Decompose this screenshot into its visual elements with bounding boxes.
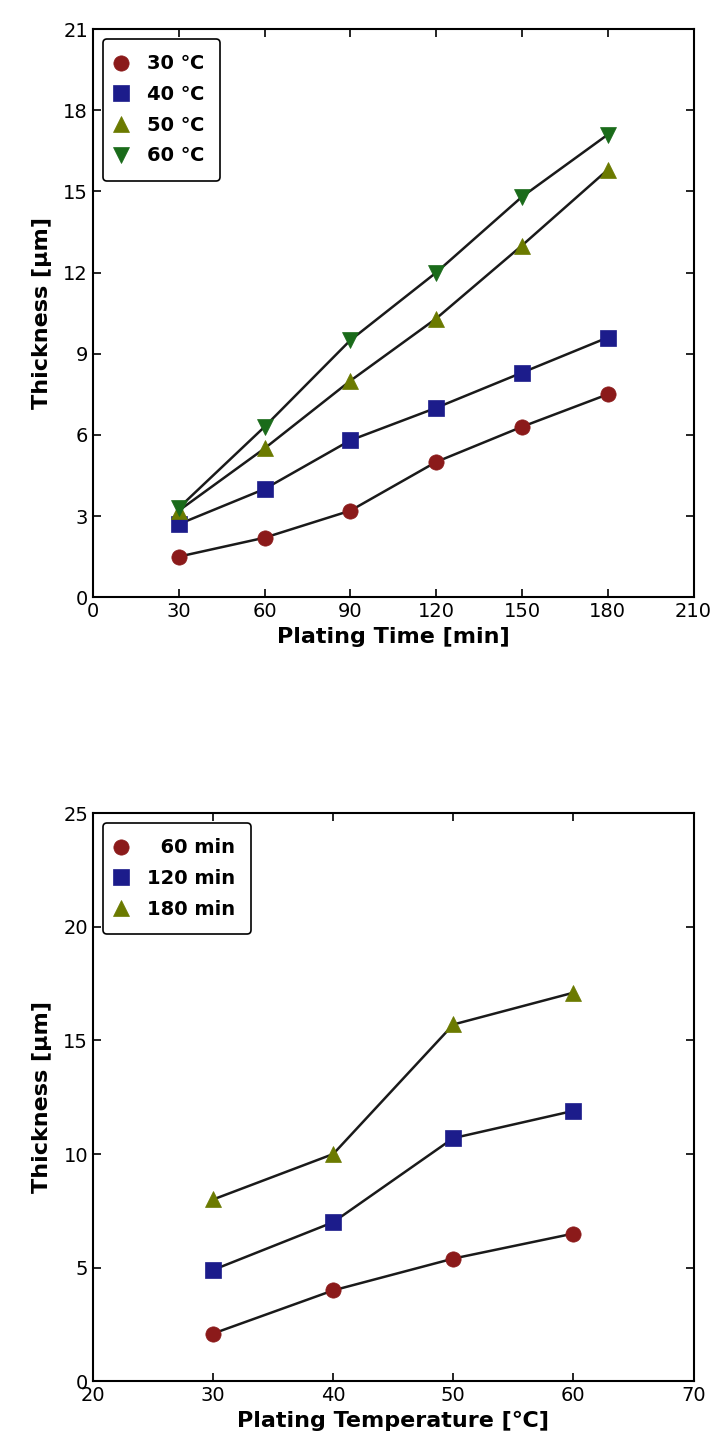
180 min <box>329 1146 337 1163</box>
30 ℃ <box>346 502 355 519</box>
40 ℃ <box>346 432 355 449</box>
60 ℃ <box>603 126 612 144</box>
  60 min <box>329 1281 337 1298</box>
Line: 120 min: 120 min <box>205 1104 581 1278</box>
60 ℃ <box>432 263 440 281</box>
40 ℃ <box>603 329 612 346</box>
Line: 180 min: 180 min <box>205 984 581 1207</box>
180 min <box>209 1191 217 1208</box>
50 ℃ <box>346 372 355 390</box>
Line: 60 ℃: 60 ℃ <box>171 126 616 516</box>
  60 min <box>209 1325 217 1342</box>
120 min <box>209 1261 217 1278</box>
Line: 30 ℃: 30 ℃ <box>171 387 616 564</box>
30 ℃ <box>174 548 183 566</box>
  60 min <box>449 1250 458 1268</box>
180 min <box>569 984 578 1002</box>
180 min <box>449 1016 458 1034</box>
Line:   60 min: 60 min <box>205 1226 581 1341</box>
50 ℃ <box>432 310 440 327</box>
Line: 40 ℃: 40 ℃ <box>171 330 616 532</box>
X-axis label: Plating Time [min]: Plating Time [min] <box>277 627 510 647</box>
  60 min <box>569 1224 578 1242</box>
Y-axis label: Thickness [μm]: Thickness [μm] <box>32 1002 52 1194</box>
Line: 50 ℃: 50 ℃ <box>171 163 616 518</box>
120 min <box>569 1102 578 1120</box>
40 ℃ <box>518 364 526 381</box>
120 min <box>449 1130 458 1147</box>
50 ℃ <box>260 439 269 457</box>
120 min <box>329 1214 337 1232</box>
50 ℃ <box>518 237 526 254</box>
40 ℃ <box>174 516 183 534</box>
30 ℃ <box>432 454 440 471</box>
40 ℃ <box>260 480 269 497</box>
60 ℃ <box>260 419 269 436</box>
60 ℃ <box>518 188 526 205</box>
30 ℃ <box>518 419 526 436</box>
30 ℃ <box>260 529 269 547</box>
40 ℃ <box>432 400 440 417</box>
30 ℃ <box>603 385 612 403</box>
50 ℃ <box>603 161 612 179</box>
X-axis label: Plating Temperature [℃]: Plating Temperature [℃] <box>237 1410 549 1431</box>
60 ℃ <box>174 499 183 516</box>
Legend: 30 ℃, 40 ℃, 50 ℃, 60 ℃: 30 ℃, 40 ℃, 50 ℃, 60 ℃ <box>103 39 220 180</box>
60 ℃ <box>346 332 355 349</box>
Y-axis label: Thickness [μm]: Thickness [μm] <box>32 217 52 409</box>
50 ℃ <box>174 502 183 519</box>
Legend:   60 min, 120 min, 180 min: 60 min, 120 min, 180 min <box>103 823 251 935</box>
